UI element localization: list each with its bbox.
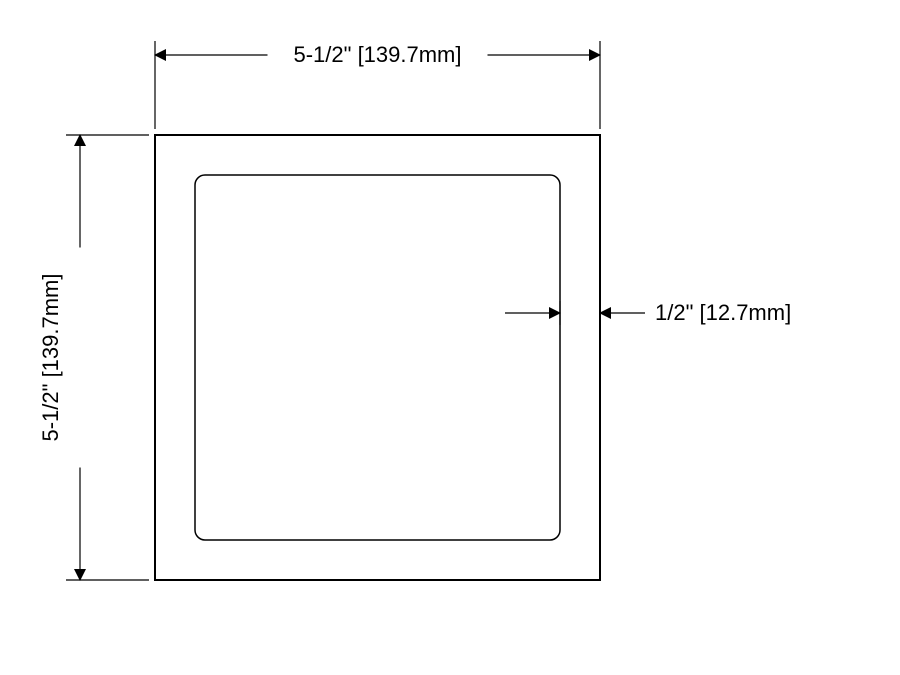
inner-profile (195, 175, 560, 540)
dimension-wall: 1/2" [12.7mm] (505, 300, 791, 325)
square-tube-cross-section: 5-1/2" [139.7mm] 5-1/2" [139.7mm] 1/2" [… (0, 0, 900, 675)
dimension-height-label: 5-1/2" [139.7mm] (38, 274, 63, 442)
dimension-wall-label: 1/2" [12.7mm] (655, 300, 791, 325)
outer-profile (155, 135, 600, 580)
dimension-width: 5-1/2" [139.7mm] (155, 41, 600, 129)
dimension-width-label: 5-1/2" [139.7mm] (294, 42, 462, 67)
dimension-height: 5-1/2" [139.7mm] (38, 135, 149, 580)
